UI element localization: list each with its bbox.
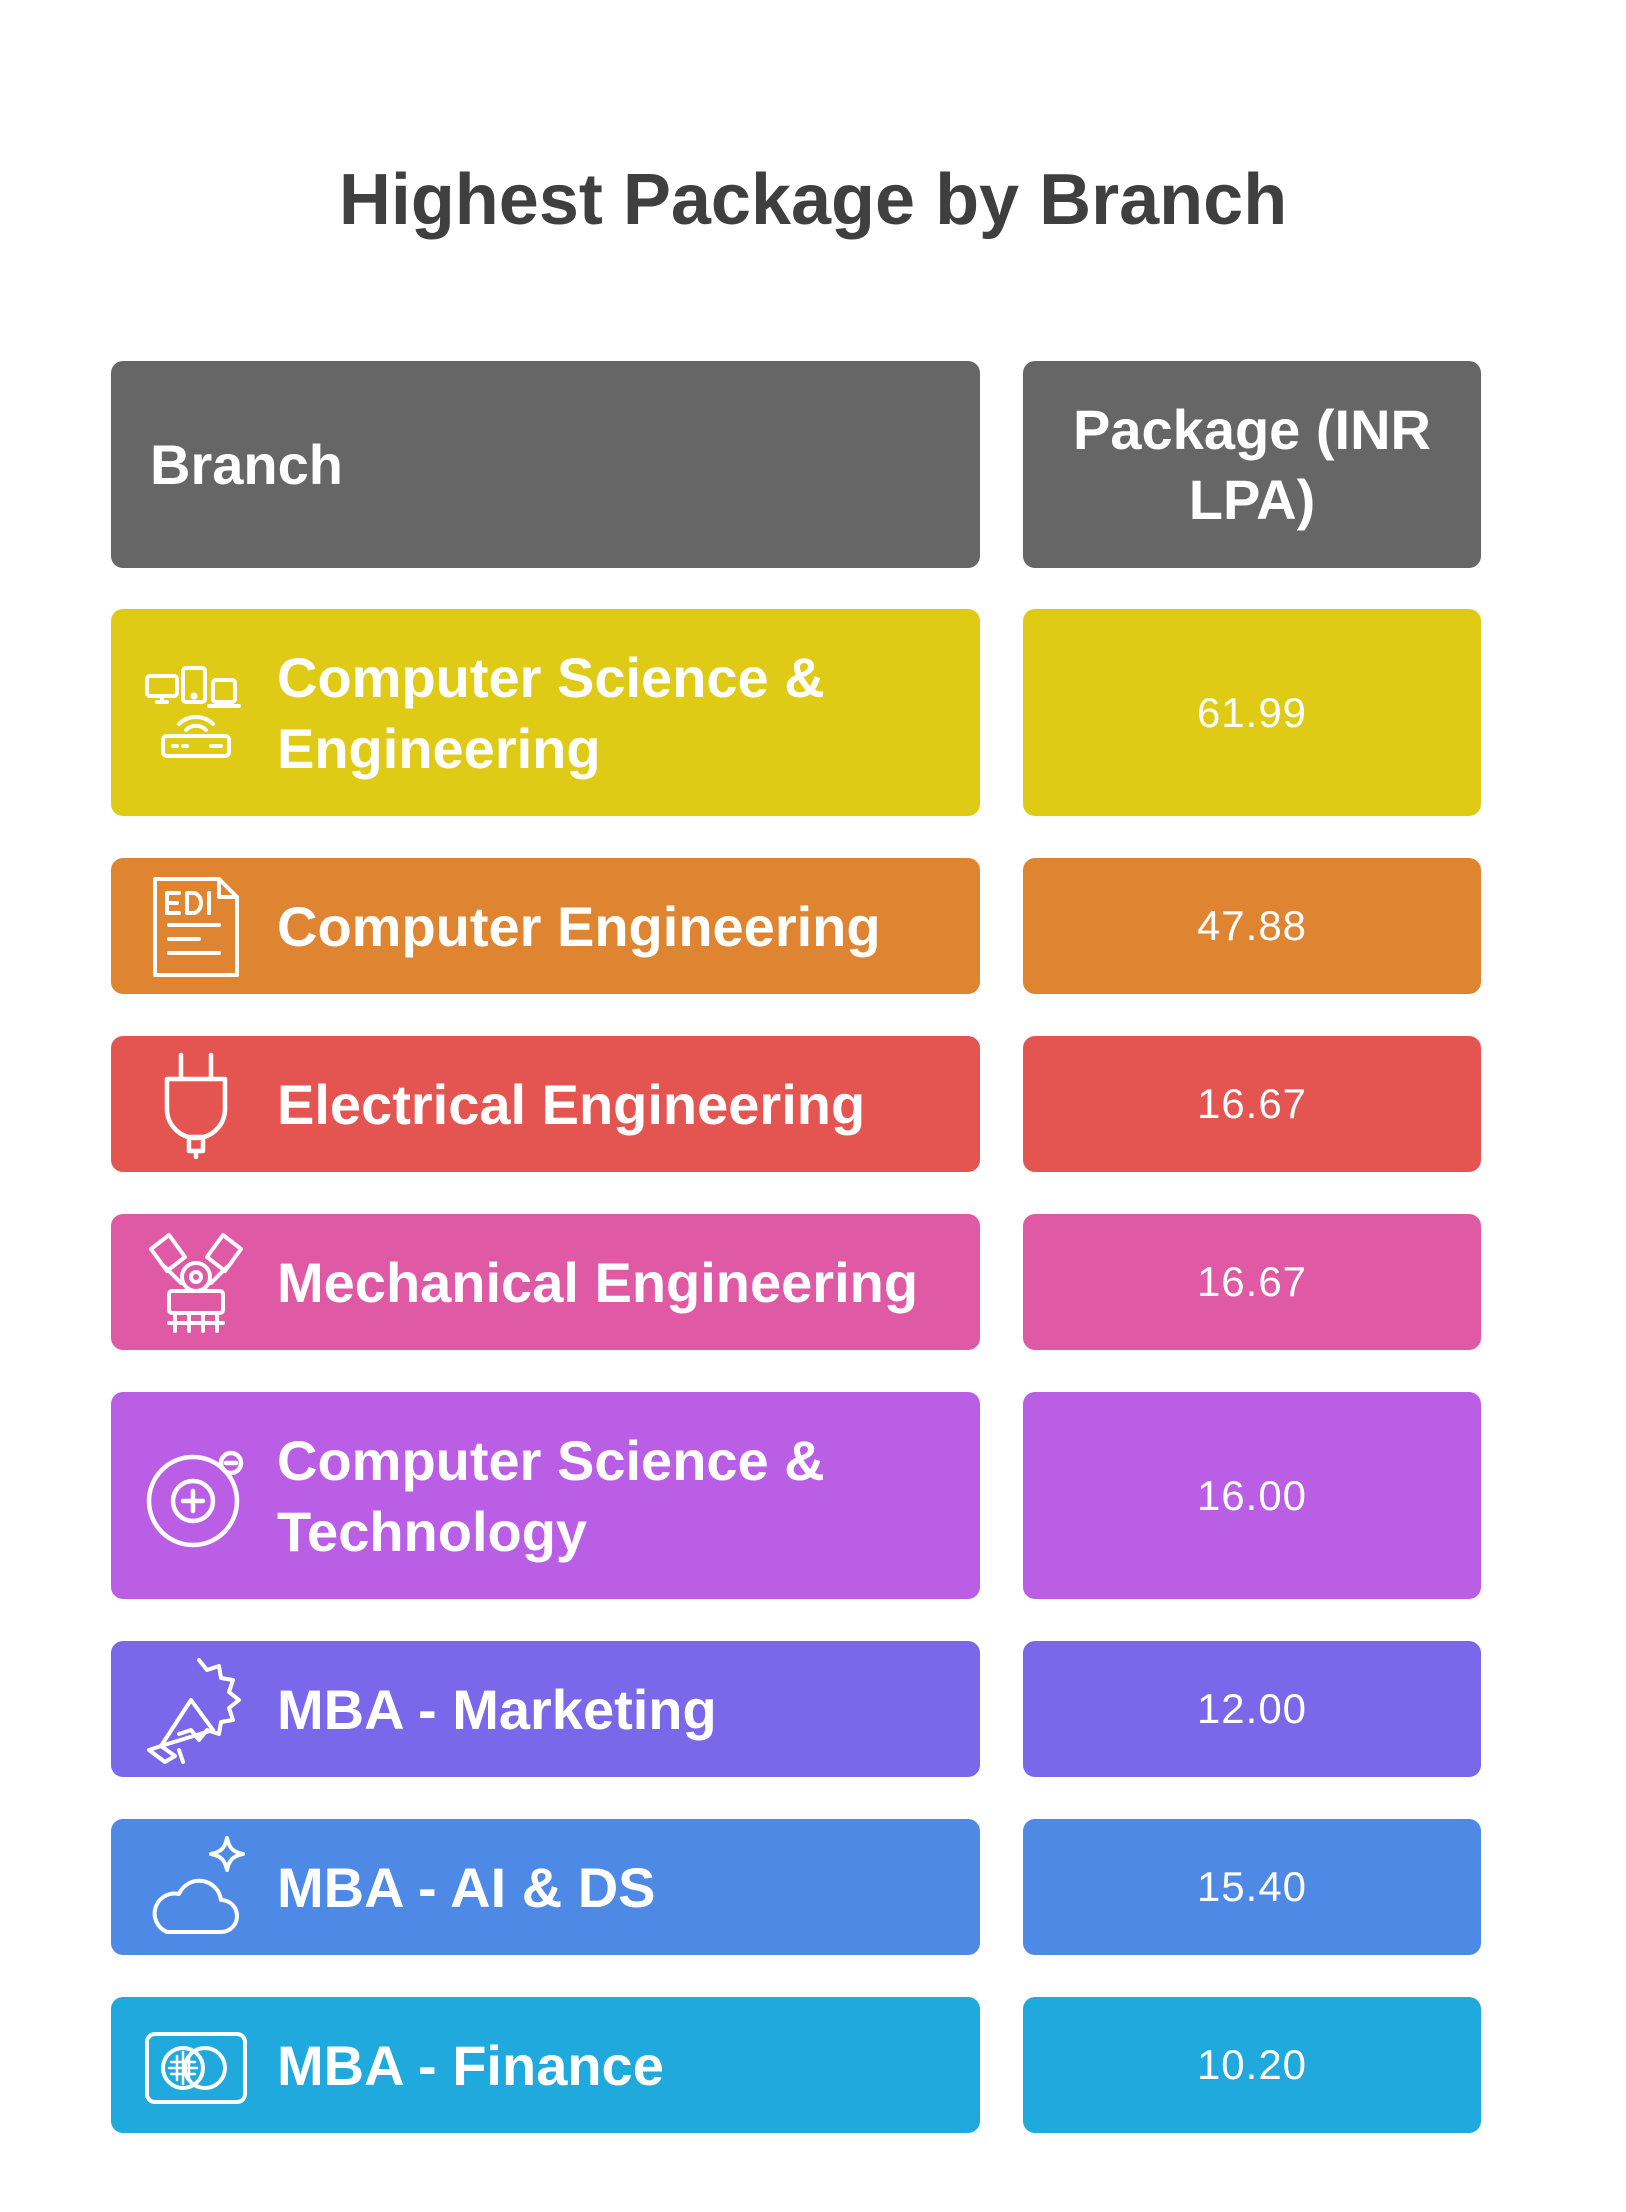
branch-cell: Computer Science & Technology: [111, 1392, 980, 1599]
package-value: 16.67: [1196, 1258, 1308, 1305]
disc-icon: [141, 1441, 251, 1551]
package-value-cell: 16.00: [1023, 1392, 1481, 1599]
package-value-cell: 12.00: [1023, 1641, 1481, 1777]
branch-label: Computer Science & Engineering: [277, 645, 825, 780]
card-icon: [141, 2010, 251, 2120]
package-value: 10.20: [1196, 2041, 1308, 2088]
header-branch-label: Branch: [150, 433, 343, 496]
engine-icon: [141, 1227, 251, 1337]
branch-label: MBA - Marketing: [277, 1677, 717, 1741]
package-value: 12.00: [1196, 1685, 1308, 1732]
cloud-sparkle-icon: [141, 1832, 251, 1942]
plug-icon: [141, 1049, 251, 1159]
branch-cell: MBA - Finance: [111, 1997, 980, 2133]
branch-cell: Computer Engineering: [111, 858, 980, 994]
package-value-cell: 16.67: [1023, 1214, 1481, 1350]
branch-cell: Electrical Engineering: [111, 1036, 980, 1172]
chart-title: Highest Package by Branch: [338, 160, 1288, 240]
package-value-cell: 15.40: [1023, 1819, 1481, 1955]
package-value: 16.00: [1196, 1471, 1308, 1519]
branch-cell: MBA - Marketing: [111, 1641, 980, 1777]
package-value-cell: 10.20: [1023, 1997, 1481, 2133]
header-package: Package (INR LPA): [1023, 361, 1481, 568]
megaphone-icon: [141, 1654, 251, 1764]
package-value: 47.88: [1196, 902, 1308, 949]
header-package-label: Package (INR LPA): [1073, 397, 1431, 531]
devices-router-icon: [141, 658, 251, 768]
branch-label: Computer Engineering: [277, 894, 881, 958]
package-value: 16.67: [1196, 1080, 1308, 1127]
branch-label: Electrical Engineering: [277, 1072, 866, 1136]
edi-document-icon: [141, 871, 251, 981]
header-branch: Branch: [111, 361, 980, 568]
package-value-cell: 61.99: [1023, 609, 1481, 816]
package-value-cell: 16.67: [1023, 1036, 1481, 1172]
branch-label: MBA - Finance: [277, 2033, 664, 2097]
package-value: 61.99: [1196, 688, 1308, 736]
branch-label: Mechanical Engineering: [277, 1250, 919, 1314]
branch-label: Computer Science & Technology: [277, 1428, 825, 1563]
package-value: 15.40: [1196, 1863, 1308, 1910]
package-value-cell: 47.88: [1023, 858, 1481, 994]
branch-cell: Computer Science & Engineering: [111, 609, 980, 816]
branch-label: MBA - AI & DS: [277, 1855, 656, 1919]
branch-cell: MBA - AI & DS: [111, 1819, 980, 1955]
branch-cell: Mechanical Engineering: [111, 1214, 980, 1350]
